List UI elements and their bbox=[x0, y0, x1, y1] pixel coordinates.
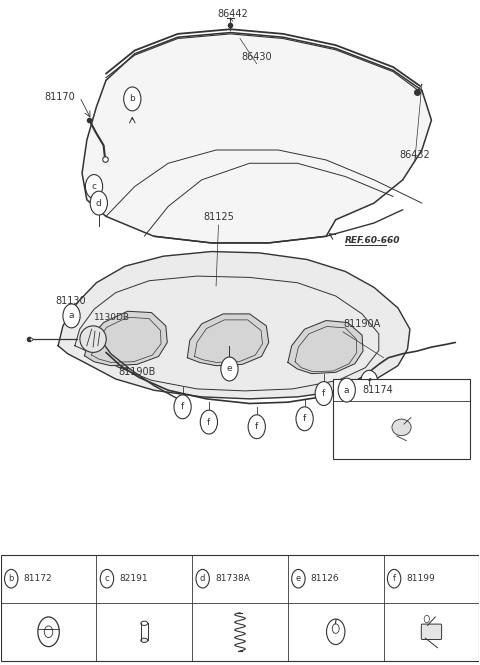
Text: 82191: 82191 bbox=[120, 574, 148, 583]
Circle shape bbox=[315, 382, 332, 406]
Circle shape bbox=[360, 370, 378, 394]
Text: 81170: 81170 bbox=[44, 92, 75, 102]
Text: f: f bbox=[255, 422, 258, 431]
Circle shape bbox=[338, 378, 355, 402]
Text: 86432: 86432 bbox=[399, 150, 430, 160]
Bar bbox=[333, 379, 470, 459]
Ellipse shape bbox=[392, 419, 411, 436]
Ellipse shape bbox=[141, 638, 148, 642]
Circle shape bbox=[292, 569, 305, 588]
Circle shape bbox=[85, 174, 103, 198]
Text: 81190A: 81190A bbox=[343, 319, 380, 329]
Polygon shape bbox=[82, 33, 432, 243]
Text: a: a bbox=[344, 386, 349, 394]
Circle shape bbox=[124, 87, 141, 111]
Text: 86442: 86442 bbox=[217, 9, 248, 19]
Circle shape bbox=[296, 407, 313, 431]
Polygon shape bbox=[187, 314, 269, 366]
Text: b: b bbox=[9, 574, 14, 583]
Text: c: c bbox=[105, 574, 109, 583]
Circle shape bbox=[387, 569, 401, 588]
Text: e: e bbox=[296, 574, 301, 583]
Text: f: f bbox=[393, 574, 396, 583]
Ellipse shape bbox=[80, 326, 106, 352]
Text: a: a bbox=[69, 311, 74, 321]
Text: d: d bbox=[96, 199, 102, 207]
Text: 81199: 81199 bbox=[407, 574, 435, 583]
Polygon shape bbox=[84, 311, 167, 366]
Text: 81190B: 81190B bbox=[118, 367, 156, 377]
Text: f: f bbox=[303, 414, 306, 423]
Circle shape bbox=[4, 569, 18, 588]
Circle shape bbox=[221, 357, 238, 381]
Text: REF.60-660: REF.60-660 bbox=[345, 237, 401, 245]
Text: f: f bbox=[368, 378, 371, 387]
Polygon shape bbox=[288, 321, 363, 374]
Polygon shape bbox=[58, 251, 410, 399]
Text: f: f bbox=[207, 418, 211, 426]
Text: 1130DB: 1130DB bbox=[94, 313, 130, 322]
Circle shape bbox=[63, 304, 80, 328]
Circle shape bbox=[100, 569, 114, 588]
Text: 86430: 86430 bbox=[241, 52, 272, 62]
Bar bbox=[0, 555, 480, 661]
Text: d: d bbox=[200, 574, 205, 583]
Circle shape bbox=[248, 415, 265, 439]
Text: f: f bbox=[322, 389, 325, 398]
Text: f: f bbox=[181, 402, 184, 412]
Circle shape bbox=[196, 569, 209, 588]
FancyBboxPatch shape bbox=[421, 624, 442, 640]
Text: 81738A: 81738A bbox=[215, 574, 250, 583]
Circle shape bbox=[174, 395, 191, 419]
Text: 81126: 81126 bbox=[311, 574, 339, 583]
Circle shape bbox=[90, 191, 108, 215]
Text: 81125: 81125 bbox=[203, 212, 234, 222]
Text: 81130: 81130 bbox=[56, 296, 86, 306]
Text: 81172: 81172 bbox=[24, 574, 52, 583]
Text: c: c bbox=[92, 182, 96, 191]
Text: b: b bbox=[130, 94, 135, 104]
Circle shape bbox=[200, 410, 217, 434]
Text: e: e bbox=[227, 364, 232, 374]
Text: 81174: 81174 bbox=[362, 385, 393, 395]
